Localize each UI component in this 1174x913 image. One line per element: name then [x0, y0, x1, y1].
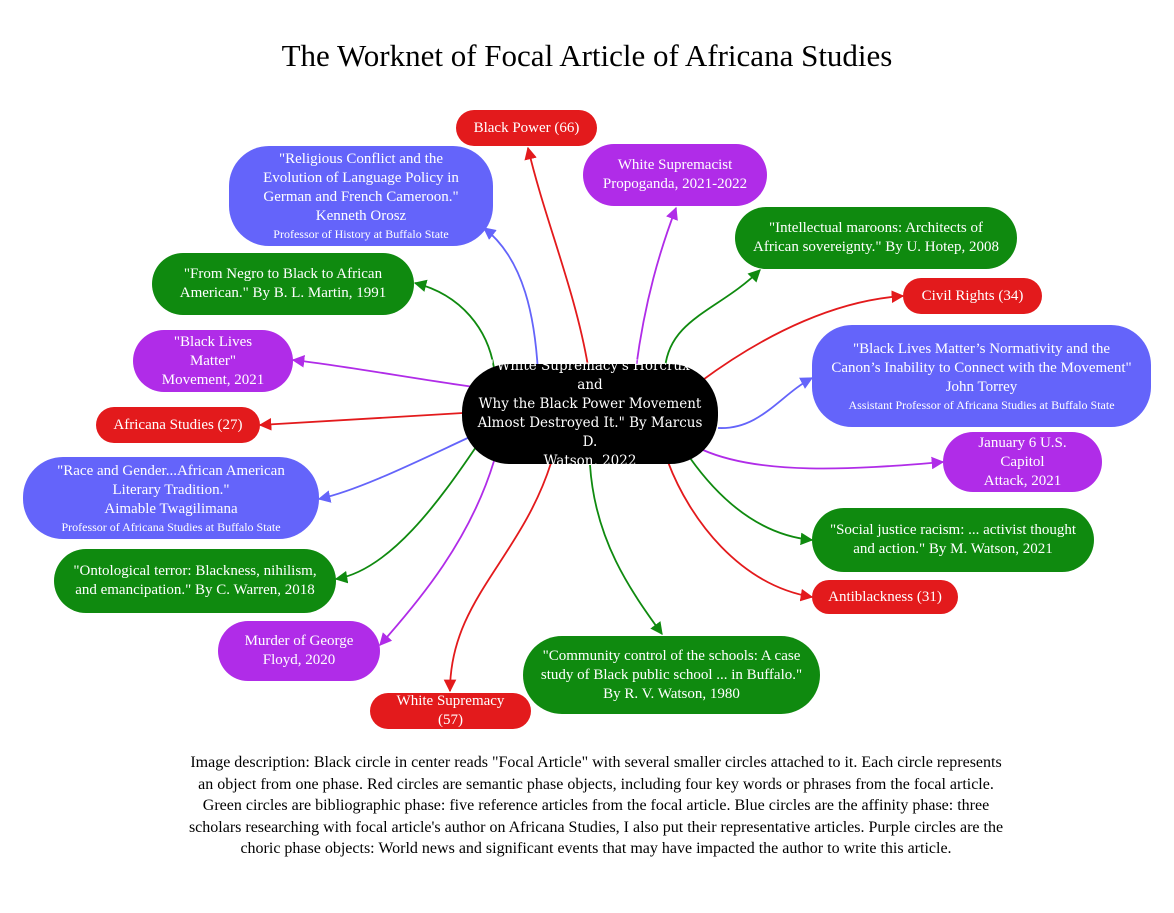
node-label: Black Power (66) — [473, 119, 580, 136]
node-civil-rights: Civil Rights (34) — [903, 278, 1042, 314]
node-label: By R. V. Watson, 1980 — [603, 685, 740, 702]
node-label: Canon’s Inability to Connect with the Mo… — [831, 359, 1132, 376]
node-social-justice-racism: "Social justice racism: ... activist tho… — [812, 508, 1094, 572]
arrow-to-blm-movement — [291, 355, 475, 388]
node-blm-normativity: "Black Lives Matter’s Normativity and th… — [812, 325, 1151, 427]
arrow-to-religious-conflict — [483, 227, 539, 373]
node-label: Literary Tradition." — [112, 481, 230, 498]
node-label: "Religious Conflict and the — [278, 151, 444, 167]
node-white-supremacist-propoganda: White Supremacist Propoganda, 2021-2022 — [583, 144, 767, 206]
diagram-title: The Worknet of Focal Article of Africana… — [281, 38, 893, 73]
arrow-to-social-justice-racism — [689, 457, 814, 546]
node-white-supremacy: White Supremacy (57) — [370, 693, 531, 729]
node-label: Floyd, 2020 — [262, 652, 336, 668]
node-label: Kenneth Orosz — [315, 208, 407, 224]
node-label: American." By B. L. Martin, 1991 — [179, 285, 387, 301]
node-blm-movement: "Black Lives Matter" Movement, 2021 — [133, 330, 293, 392]
node-label: Antiblackness (31) — [828, 588, 942, 605]
focal-article-node: "White Supremacy's Horcrux and Why the B… — [462, 358, 718, 469]
node-label: "Ontological terror: Blackness, nihilism… — [73, 563, 317, 579]
node-intellectual-maroons: "Intellectual maroons: Architects of Afr… — [735, 207, 1017, 269]
arrow-to-white-supremacy — [443, 462, 552, 693]
node-label: Civil Rights (34) — [921, 287, 1024, 304]
focal-line: Why the Black Power Movement — [478, 396, 702, 412]
node-sublabel: Professor of History at Buffalo State — [273, 227, 449, 241]
node-label: "Intellectual maroons: Architects of — [769, 220, 983, 236]
node-january-6: January 6 U.S. Capitol Attack, 2021 — [943, 432, 1102, 492]
node-murder-george-floyd: Murder of George Floyd, 2020 — [218, 621, 380, 681]
node-label: "Black Lives Matter’s Normativity and th… — [852, 340, 1111, 357]
node-label: Africana Studies (27) — [113, 416, 243, 433]
node-label: White Supremacist — [617, 157, 733, 173]
arrow-to-january-6 — [702, 449, 945, 470]
arrow-to-blm-normativity — [717, 377, 814, 429]
node-race-and-gender: "Race and Gender...African American Lite… — [23, 457, 319, 539]
node-community-control: "Community control of the schools: A cas… — [523, 636, 820, 714]
node-africana-studies: Africana Studies (27) — [96, 407, 260, 443]
arrow-to-intellectual-maroons — [664, 269, 761, 369]
arrow-to-antiblackness — [667, 461, 814, 602]
arrow-to-community-control — [589, 464, 663, 636]
arrow-to-civil-rights — [699, 290, 905, 383]
node-label: "Black Lives Matter" — [173, 333, 253, 369]
image-description: Image description: Black circle in cente… — [188, 754, 1004, 857]
node-label: Attack, 2021 — [983, 472, 1062, 489]
node-ontological-terror: "Ontological terror: Blackness, nihilism… — [54, 549, 336, 613]
node-label: and action." By M. Watson, 2021 — [853, 541, 1053, 557]
arrow-to-race-and-gender — [317, 435, 473, 503]
node-label: and emancipation." By C. Warren, 2018 — [75, 582, 315, 598]
arrow-to-africana-studies — [258, 412, 464, 431]
arrow-to-negro-to-black — [413, 279, 495, 369]
node-label: White Supremacy (57) — [396, 693, 505, 728]
node-black-power: Black Power (66) — [456, 110, 597, 146]
focal-line: Watson, 2022 — [543, 453, 637, 469]
node-label: "Community control of the schools: A cas… — [542, 647, 801, 664]
node-label: January 6 U.S. Capitol — [978, 434, 1067, 470]
arrow-to-black-power — [524, 146, 589, 367]
node-label: Propoganda, 2021-2022 — [602, 176, 748, 192]
node-antiblackness: Antiblackness (31) — [812, 580, 958, 614]
focal-line: "White Supremacy's Horcrux and — [490, 358, 690, 393]
node-label: study of Black public school ... in Buff… — [540, 666, 803, 683]
focal-line: Almost Destroyed It." By Marcus D. — [477, 415, 703, 450]
arrow-to-ontological-terror — [334, 446, 477, 584]
node-religious-conflict: "Religious Conflict and the Evolution of… — [229, 146, 493, 246]
node-sublabel: Professor of Africana Studies at Buffalo… — [61, 519, 281, 534]
arrow-to-white-supremacist-propoganda — [635, 206, 678, 369]
node-label: "From Negro to Black to African — [183, 266, 383, 282]
node-sublabel: Assistant Professor of Africana Studies … — [848, 397, 1115, 412]
node-label: "Social justice racism: ... activist tho… — [829, 522, 1077, 538]
node-negro-to-black: "From Negro to Black to African American… — [152, 253, 414, 315]
node-label: Evolution of Language Policy in — [263, 170, 459, 186]
node-label: Murder of George — [244, 633, 354, 649]
node-label: "Race and Gender...African American — [57, 462, 285, 479]
node-label: German and French Cameroon." — [263, 189, 459, 205]
node-label: Aimable Twagilimana — [104, 500, 238, 517]
node-label: John Torrey — [945, 378, 1018, 395]
node-label: Movement, 2021 — [161, 371, 265, 388]
arrow-to-murder-george-floyd — [379, 460, 495, 646]
node-label: African sovereignty." By U. Hotep, 2008 — [753, 239, 999, 255]
